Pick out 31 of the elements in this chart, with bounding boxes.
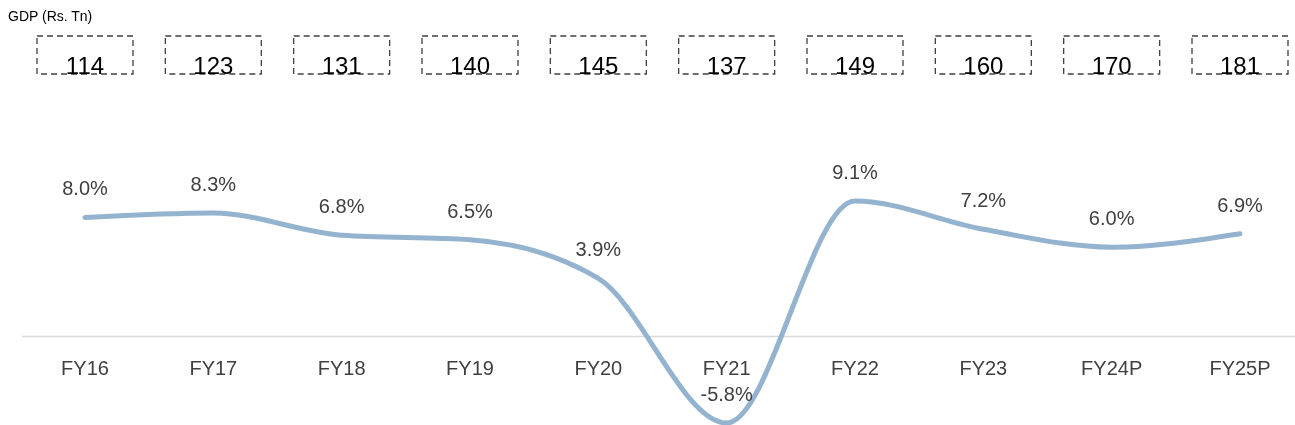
text: 160 [963, 52, 1004, 79]
data-label: 6.9% [1217, 193, 1264, 216]
x-tick-label: FY21 [702, 356, 751, 379]
data-label: 8.3% [190, 172, 237, 195]
text: 131 [321, 52, 362, 79]
text: 137 [706, 52, 747, 79]
text: 140 [449, 52, 491, 79]
x-tick-label: FY23 [959, 356, 1008, 379]
x-tick-label: FY18 [317, 356, 366, 379]
x-tick-label: FY16 [61, 356, 109, 379]
text: GDP (Rs. Tn) [8, 8, 93, 24]
x-tick-label: FY20 [574, 356, 623, 379]
data-label: 6.5% [447, 199, 494, 222]
x-tick-label: FY22 [831, 356, 879, 379]
text: 114 [65, 52, 105, 79]
text: 123 [193, 52, 234, 79]
data-label: -5.8% [700, 383, 753, 405]
text: 181 [1219, 52, 1261, 79]
data-label: 6.8% [318, 195, 365, 218]
data-label: 8.0% [62, 177, 109, 200]
data-label: 6.0% [1088, 207, 1135, 230]
x-tick-label: FY25P [1209, 356, 1271, 379]
x-tick-label: FY17 [189, 356, 238, 379]
text: 145 [578, 52, 619, 79]
data-label: 9.1% [832, 161, 879, 183]
text: 170 [1091, 52, 1132, 79]
data-label: 3.9% [575, 238, 622, 261]
x-tick-label: FY24P [1081, 356, 1143, 379]
x-tick-label: FY19 [446, 356, 494, 379]
text: 149 [834, 52, 876, 79]
data-label: 7.2% [960, 189, 1007, 212]
